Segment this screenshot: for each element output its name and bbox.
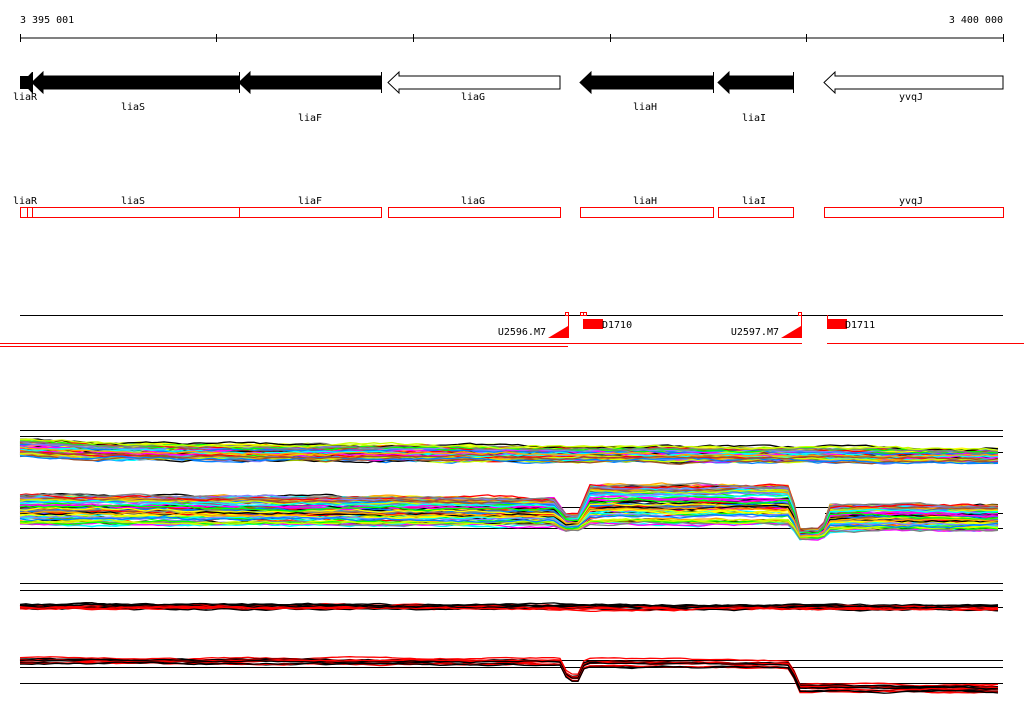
- gene-arrow: [579, 70, 714, 95]
- profile-line: [19, 446, 999, 458]
- profile-line: [19, 602, 999, 609]
- gene-box-label: liaS: [121, 196, 145, 207]
- gene-liaF[interactable]: liaF: [238, 70, 382, 124]
- promoter-label: D1711: [845, 320, 875, 331]
- profile-line: [19, 483, 999, 534]
- ruler-end-label: 3 400 000: [949, 15, 1003, 26]
- gene-box-yvqJ[interactable]: yvqJ: [824, 196, 1004, 218]
- gene-arrow: [31, 70, 240, 95]
- gene-box-liaS[interactable]: liaS: [32, 196, 240, 218]
- profile-line: [19, 498, 999, 534]
- gene-label: liaF: [298, 113, 322, 124]
- gene-box-label: liaF: [298, 196, 322, 207]
- gene-liaS[interactable]: liaS: [31, 70, 240, 113]
- profile-line: [19, 493, 999, 535]
- gene-arrow: [387, 70, 561, 95]
- profile-line: [19, 513, 999, 536]
- profile-line: [19, 513, 999, 538]
- promoter-d1711[interactable]: D1711: [827, 315, 875, 331]
- gene-label: liaI: [742, 113, 766, 124]
- summary-lines: [19, 602, 999, 694]
- gene-arrow: [238, 70, 382, 95]
- gene-liaR[interactable]: liaR: [13, 72, 38, 103]
- profile-line: [19, 451, 999, 461]
- gene-yvqJ[interactable]: yvqJ: [823, 70, 1004, 103]
- gene-label: liaS: [121, 102, 145, 113]
- gene-box-label: liaR: [13, 196, 38, 207]
- gene-box-label: liaG: [461, 196, 485, 207]
- summary-reference-lines: [20, 583, 1003, 684]
- gene-box-liaF[interactable]: liaF: [239, 196, 382, 218]
- profile-line: [19, 482, 999, 533]
- gene-arrow: [717, 70, 794, 95]
- profile-line: [19, 518, 999, 538]
- terminator-label: U2596.M7: [498, 327, 546, 338]
- ruler-start-label: 3 395 001: [20, 15, 74, 26]
- gene-label: liaH: [633, 102, 657, 113]
- profile-line: [20, 661, 999, 694]
- coordinate-ruler: 3 395 001 3 400 000: [20, 15, 1004, 42]
- profile-line: [19, 605, 999, 611]
- gene-track: liaR liaS liaF liaG liaH liaI yvqJ: [13, 70, 1004, 124]
- promoter-d1710[interactable]: D1710: [580, 312, 633, 332]
- gene-arrow: [823, 70, 1004, 95]
- terminator-label: U2597.M7: [731, 327, 779, 338]
- profile-line: [19, 658, 999, 690]
- gene-liaI[interactable]: liaI: [717, 70, 794, 124]
- profile-lines: [19, 438, 999, 541]
- gene-box-liaH[interactable]: liaH: [580, 196, 714, 218]
- promoter-label: D1710: [602, 320, 632, 331]
- gene-box-track: liaR liaS liaF liaG liaH liaI yvqJ: [13, 196, 1004, 218]
- gene-box-label: liaH: [633, 196, 657, 207]
- expression-profiles-all: [19, 430, 1003, 541]
- profile-line: [19, 438, 999, 452]
- gene-liaH[interactable]: liaH: [579, 70, 714, 113]
- profile-line: [19, 507, 999, 537]
- gene-box-liaG[interactable]: liaG: [388, 196, 561, 218]
- terminator-u2596[interactable]: U2596.M7: [498, 312, 569, 339]
- gene-box-label: yvqJ: [899, 196, 923, 207]
- gene-liaG[interactable]: liaG: [387, 70, 561, 103]
- gene-box-liaI[interactable]: liaI: [718, 196, 794, 218]
- gene-label: liaR: [13, 92, 38, 103]
- terminator-u2597[interactable]: U2597.M7: [731, 312, 802, 339]
- profile-line: [19, 455, 999, 465]
- gene-label: yvqJ: [899, 92, 923, 103]
- gene-label: liaG: [461, 92, 485, 103]
- expression-profiles-summary: [19, 583, 1003, 694]
- gene-box-label: liaI: [742, 196, 766, 207]
- regulatory-track: U2596.M7 D1710 U2597.M7 D1711: [0, 312, 1024, 347]
